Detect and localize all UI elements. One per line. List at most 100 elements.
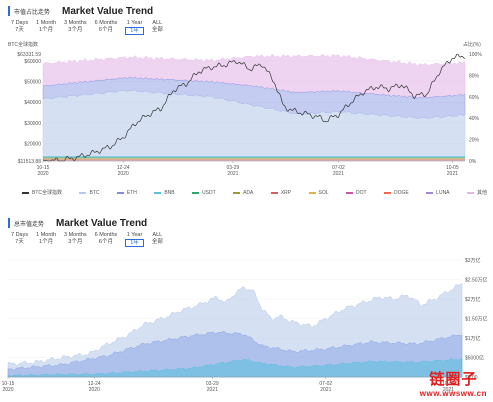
tab-1-year[interactable]: 1 Year 1年 bbox=[125, 20, 144, 35]
legend-swatch bbox=[308, 191, 316, 194]
x-tick-year: 2020 bbox=[37, 171, 48, 177]
x-tick-label: 10-15 bbox=[2, 381, 15, 387]
y-right-tick-label: 60% bbox=[469, 95, 480, 101]
x-tick-year: 2021 bbox=[207, 387, 218, 393]
legend-swatch bbox=[426, 191, 434, 194]
legend-item[interactable]: BTC全球指数 bbox=[22, 189, 62, 196]
btc-price-line bbox=[42, 53, 466, 162]
y-right-tick-label: 40% bbox=[469, 116, 480, 122]
tab-3-months[interactable]: 3 Months 3个月 bbox=[64, 232, 87, 245]
y-right-tick-label: 100% bbox=[469, 52, 482, 58]
market-share-title-en: Market Value Trend bbox=[62, 5, 154, 17]
total-market-title-cn: 总市值走势 bbox=[14, 221, 45, 228]
x-tick-label: 10-15 bbox=[37, 165, 50, 171]
legend-swatch bbox=[346, 191, 353, 194]
y-left-tick-label: $50000 bbox=[24, 80, 41, 86]
legend-item[interactable]: ADA bbox=[233, 189, 253, 196]
y-right-tick-label: $0.00 bbox=[465, 375, 478, 381]
tab-1-month[interactable]: 1 Month 1个月 bbox=[36, 232, 56, 245]
small-coin-band bbox=[43, 159, 465, 161]
y-right-tick-label: $1.50万亿 bbox=[465, 316, 488, 323]
legend-swatch bbox=[79, 191, 87, 194]
x-tick-year: 2020 bbox=[118, 171, 129, 177]
y-left-tick-label: $20000 bbox=[24, 141, 41, 147]
legend-label: SOL bbox=[318, 189, 329, 196]
legend-item[interactable]: BTC bbox=[79, 189, 99, 196]
small-coin-band bbox=[43, 156, 465, 158]
y-left-tick-label: $30000 bbox=[24, 121, 41, 127]
tab-all[interactable]: ALL 全部 bbox=[151, 232, 163, 245]
section-marker bbox=[8, 218, 10, 228]
x-tick-label: 03-29 bbox=[227, 165, 240, 171]
legend-swatch bbox=[384, 191, 391, 194]
y-right-tick-label: $2万亿 bbox=[465, 296, 481, 303]
total-market-panel: 总市值走势 Market Value Trend 7 Days 7天 1 Mont… bbox=[0, 212, 493, 402]
tab-7-days[interactable]: 7 Days 7天 bbox=[11, 232, 29, 245]
x-tick-year: 2021 bbox=[320, 387, 331, 393]
x-tick-label: 07-02 bbox=[332, 165, 345, 171]
legend-swatch bbox=[270, 191, 278, 194]
y-left-tick-label: $63331.59 bbox=[17, 52, 41, 58]
legend-item[interactable]: 其他 bbox=[466, 189, 487, 196]
x-tick-label: 10-05 bbox=[446, 165, 459, 171]
legend-label: ADA bbox=[243, 189, 254, 196]
legend-item[interactable]: BNB bbox=[154, 189, 175, 196]
watermark-url: www.wwsww.cn bbox=[419, 389, 487, 398]
y-left-tick-label: $11513.88 bbox=[18, 159, 41, 165]
period-tabs-1: 7 Days 7天 1 Month 1个月 3 Months 3个月 6 Months… bbox=[10, 20, 164, 35]
legend-label: DOGE bbox=[394, 189, 409, 196]
y-left-tick-label: $60000 bbox=[24, 59, 41, 65]
market-share-title-cn: 市值占比走势 bbox=[14, 9, 51, 16]
legend-label: BTC bbox=[89, 189, 100, 196]
legend-label: BNB bbox=[164, 189, 175, 196]
market-share-legend: BTC全球指数 BTC ETH BNB USDT ADA XRP SOL DOT DOGE LUNA… bbox=[22, 189, 487, 196]
market-share-panel: 市值占比走势 Market Value Trend 7 Days 7天 1 Mon… bbox=[8, 4, 487, 196]
y-right-axis-label: 占比(%) bbox=[463, 41, 481, 48]
x-tick-year: 2020 bbox=[89, 387, 100, 393]
legend-label: USDT bbox=[202, 189, 216, 196]
legend-item[interactable]: DOT bbox=[346, 189, 367, 196]
y-right-tick-label: 20% bbox=[469, 138, 480, 144]
legend-item[interactable]: SOL bbox=[308, 189, 329, 196]
period-tabs-2: 7 Days 7天 1 Month 1个月 3 Months 3个月 6 Months… bbox=[10, 232, 164, 247]
tab-7-days[interactable]: 7 Days 7天 bbox=[11, 20, 29, 33]
legend-item[interactable]: XRP bbox=[270, 189, 292, 196]
legend-swatch bbox=[466, 191, 474, 194]
x-tick-label: 03-29 bbox=[206, 381, 219, 387]
legend-label: ETH bbox=[126, 189, 137, 196]
tab-6-months[interactable]: 6 Months 6个月 bbox=[94, 232, 118, 245]
market-share-header: 市值占比走势 Market Value Trend bbox=[8, 4, 153, 18]
x-tick-label: 07-02 bbox=[319, 381, 332, 387]
legend-swatch bbox=[192, 191, 200, 194]
x-tick-year: 2021 bbox=[447, 171, 458, 177]
x-tick-label: 10-05 bbox=[442, 381, 455, 387]
y-right-tick-label: $3万亿 bbox=[465, 257, 481, 264]
market-share-chart: BTC全球指数 占比(%) $63331.59$60000 $50000 $40000 $… bbox=[8, 41, 482, 177]
legend-item[interactable]: ETH bbox=[116, 189, 137, 196]
y-left-axis-label: BTC全球指数 bbox=[8, 41, 38, 48]
y-right-tick-label: $1万亿 bbox=[465, 335, 481, 342]
legend-swatch bbox=[116, 191, 124, 194]
tab-1-year[interactable]: 1 Year 1年 bbox=[125, 232, 144, 247]
small-coin-band bbox=[43, 157, 465, 159]
x-tick-year: 2021 bbox=[333, 171, 344, 177]
tab-6-months[interactable]: 6 Months 6个月 bbox=[94, 20, 118, 33]
legend-swatch bbox=[22, 191, 29, 194]
legend-label: XRP bbox=[280, 189, 292, 196]
tab-1-month[interactable]: 1 Month 1个月 bbox=[36, 20, 56, 33]
tab-all[interactable]: ALL 全部 bbox=[151, 20, 163, 33]
legend-item[interactable]: LUNA bbox=[426, 189, 450, 196]
y-right-tick-label: 80% bbox=[469, 73, 480, 79]
legend-swatch bbox=[154, 191, 162, 194]
tab-3-months[interactable]: 3 Months 3个月 bbox=[64, 20, 87, 33]
legend-item[interactable]: USDT bbox=[192, 189, 216, 196]
legend-label: 其他 bbox=[476, 190, 487, 196]
total-market-title-en: Market Value Trend bbox=[56, 217, 148, 229]
legend-swatch bbox=[233, 191, 241, 194]
y-right-tick-label: $2.50万亿 bbox=[465, 277, 488, 284]
legend-label: BTC全球指数 bbox=[32, 190, 63, 196]
legend-item[interactable]: DOGE bbox=[384, 189, 409, 196]
x-tick-label: 12-24 bbox=[88, 381, 101, 387]
total-market-header: 总市值走势 Market Value Trend bbox=[8, 216, 147, 230]
eth-market-area bbox=[7, 357, 463, 378]
